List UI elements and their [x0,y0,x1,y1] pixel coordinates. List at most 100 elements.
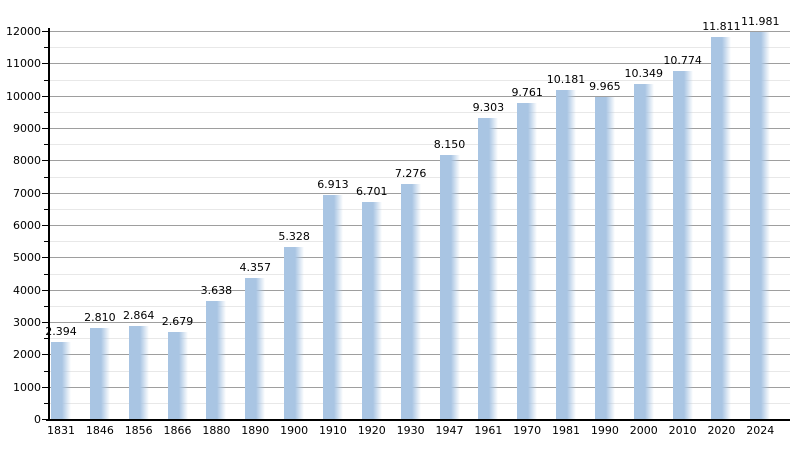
bar-2020 [711,37,732,419]
bar-1880 [206,301,227,419]
y-axis-tick-label: 12000 [6,25,41,38]
bar-value-label: 9.761 [511,86,543,100]
x-axis [46,419,790,421]
bar-1866 [167,332,188,419]
x-axis-tick-label: 1890 [241,424,270,437]
minor-gridline [49,111,790,113]
bar-2000 [633,84,654,419]
y-axis-tick [42,419,49,420]
bar-value-label: 2.394 [45,324,77,338]
y-axis-tick [42,386,49,388]
x-axis-tick-label: 1930 [396,424,425,437]
minor-gridline [49,47,790,49]
bar-value-label: 2.810 [84,311,116,325]
bar-1831 [51,341,71,419]
y-axis-tick [44,111,49,113]
y-axis-tick-label: 2000 [13,348,41,362]
y-axis-tick [42,322,49,323]
x-axis-tick-label: 1900 [280,424,309,437]
x-axis-tick-label: 1920 [357,424,386,437]
x-axis-tick-label: 2024 [746,424,775,437]
y-axis-tick [42,128,49,129]
x-axis-tick-label: 1970 [513,424,542,437]
y-axis-tick [44,402,49,404]
bar-value-label: 10.181 [546,72,586,86]
y-axis-tick [42,192,49,194]
bar-value-label: 8.150 [433,138,466,152]
bar-1890 [245,278,266,419]
y-axis-tick [44,47,49,49]
x-axis-tick-label: 1856 [124,424,153,437]
y-axis-tick-label: 9000 [13,122,41,135]
bar-1990 [594,96,615,419]
x-axis-tick-label: 1947 [435,424,464,437]
bar-1920 [361,202,382,419]
bar-2010 [672,70,693,419]
y-axis-tick [44,370,49,372]
bar-1910 [322,195,343,419]
y-axis-tick-label: 3000 [13,316,41,329]
bar-value-label: 9.965 [589,79,621,93]
x-axis-tick-label: 1910 [318,424,347,437]
bar-value-label: 6.913 [317,178,349,192]
y-axis [48,28,50,421]
major-gridline [49,63,790,65]
x-axis-tick-label: 2020 [707,424,736,437]
y-axis-tick [44,144,49,146]
bar-value-label: 3.638 [200,284,233,298]
x-axis-tick-label: 2010 [668,424,697,437]
bar-value-label: 2.864 [122,309,155,323]
y-axis-tick [44,273,49,275]
y-axis-tick-label: 4000 [13,283,41,297]
bar-value-label: 9.303 [472,101,505,115]
x-axis-tick-label: 1831 [47,424,75,437]
bar-1900 [284,246,305,419]
x-axis-tick-label: 1866 [163,424,192,437]
y-axis-tick-label: 1000 [13,380,41,394]
y-axis-tick [42,63,49,65]
bar-value-label: 6.701 [356,185,388,199]
bar-1981 [556,89,577,419]
major-gridline [49,95,790,97]
minor-gridline [49,176,790,178]
bar-value-label: 7.276 [394,166,427,180]
y-axis-tick [42,225,49,226]
y-axis-tick-label: 11000 [6,57,41,71]
y-axis-tick-label: 0 [34,413,41,426]
bar-value-label: 10.774 [663,53,702,67]
minor-gridline [49,144,790,146]
bar-value-label: 11.811 [702,20,741,34]
bar-value-label: 10.349 [624,67,664,81]
bar-1930 [400,183,421,419]
y-axis-tick [42,160,49,162]
y-axis-tick [44,241,49,243]
bar-value-label: 5.328 [278,229,310,243]
minor-gridline [49,79,790,81]
y-axis-tick-label: 8000 [13,154,41,168]
bar-value-label: 4.357 [239,261,272,275]
major-gridline [49,160,790,162]
y-axis-tick [42,354,49,356]
y-axis-tick [42,31,49,32]
x-axis-tick-label: 1880 [202,424,231,437]
y-axis-tick [44,176,49,178]
y-axis-tick-label: 7000 [13,186,41,200]
y-axis-tick-label: 10000 [6,89,41,103]
y-axis-tick [44,305,49,307]
x-axis-tick-label: 1981 [552,424,581,437]
y-axis-tick [42,95,49,97]
x-axis-tick-label: 1846 [85,424,114,437]
major-gridline [49,31,790,32]
y-axis-tick-label: 5000 [13,251,41,265]
bar-value-label: 2.679 [161,315,194,329]
x-axis-tick-label: 1961 [474,424,503,437]
y-axis-tick [44,208,49,210]
bar-1970 [517,103,538,419]
y-axis-tick [44,338,49,340]
major-gridline [49,128,790,129]
y-axis-tick [42,289,49,291]
y-axis-tick [42,257,49,259]
x-axis-tick-label: 1990 [590,424,619,437]
bar-1961 [478,118,499,419]
bar-2024 [750,31,771,419]
